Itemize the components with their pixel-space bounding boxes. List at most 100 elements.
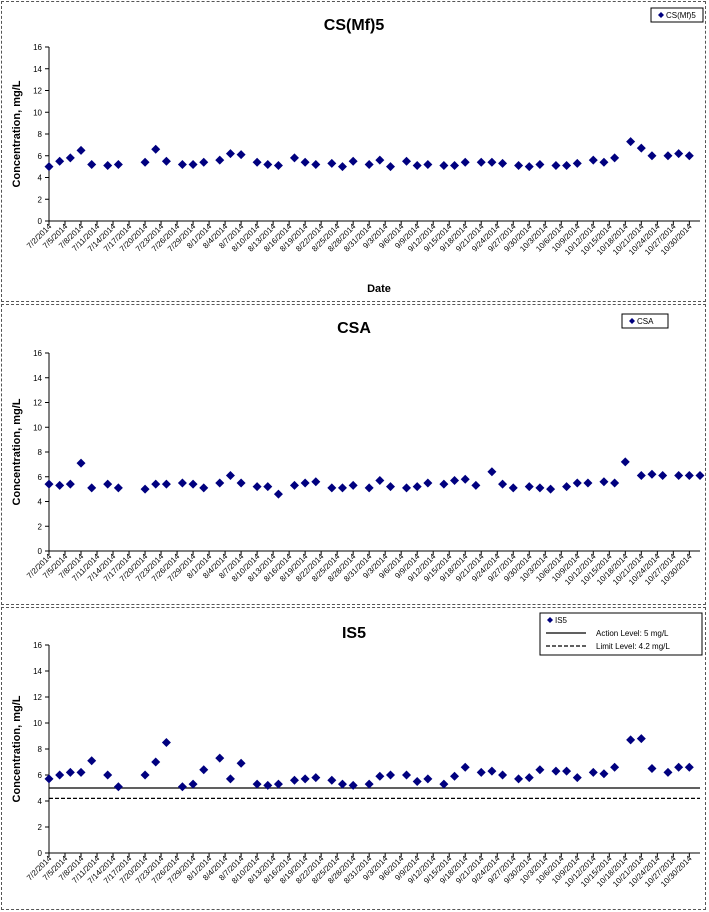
data-point — [599, 477, 609, 487]
y-tick-label: 10 — [33, 423, 42, 432]
chart-svg: IS502468101214167/2/20147/5/20147/8/2014… — [11, 612, 703, 889]
data-point — [87, 756, 97, 766]
data-point — [514, 161, 524, 171]
chart-title: CSA — [337, 320, 371, 337]
data-point — [572, 773, 582, 783]
data-point — [140, 770, 150, 780]
data-point — [215, 753, 225, 763]
y-tick-label: 0 — [38, 217, 43, 226]
data-point — [300, 478, 310, 488]
data-point — [151, 144, 161, 154]
data-point — [546, 484, 556, 494]
data-point — [423, 774, 433, 784]
chart-panel-is5: IS5 0 2 4 6 8 10 12 14 16 7/2/2014 7/5/2014 7/8/2014… — [1, 607, 706, 910]
data-point — [684, 151, 694, 161]
data-point — [524, 162, 534, 172]
data-point — [476, 157, 486, 167]
data-point — [674, 762, 684, 772]
data-point — [140, 157, 150, 167]
data-point — [263, 482, 273, 492]
data-point — [412, 777, 422, 786]
data-point — [508, 483, 518, 493]
data-point — [65, 153, 75, 163]
data-point — [55, 156, 65, 166]
data-point — [471, 480, 481, 490]
data-point — [375, 475, 385, 485]
legend-marker — [629, 318, 635, 324]
y-tick-label: 6 — [38, 771, 43, 780]
data-point — [289, 480, 299, 490]
data-point — [87, 483, 97, 493]
data-point — [263, 780, 273, 790]
data-point — [450, 771, 460, 781]
legend-marker — [547, 617, 553, 623]
data-point — [658, 471, 668, 481]
data-point — [386, 770, 396, 780]
data-point — [599, 769, 609, 779]
data-point — [87, 159, 97, 169]
data-point — [252, 157, 262, 167]
data-point — [348, 780, 358, 790]
data-point — [498, 770, 508, 780]
legend-label: CSA — [637, 317, 654, 326]
y-tick-label: 2 — [38, 823, 43, 832]
data-point — [215, 478, 225, 488]
data-point — [199, 157, 209, 167]
data-point — [423, 478, 433, 488]
data-point — [460, 474, 470, 484]
data-point — [375, 155, 385, 165]
y-tick-label: 12 — [33, 693, 42, 702]
y-tick-label: 10 — [33, 719, 42, 728]
chart-panel-cs-mf5: CS(Mf)5 0 2 4 6 8 10 12 14 16 7/2/2014 7/5/2014 7/8/… — [1, 1, 706, 302]
data-point — [113, 159, 123, 169]
y-tick-label: 14 — [33, 65, 42, 74]
data-point — [695, 471, 705, 481]
data-point — [636, 734, 646, 744]
data-point — [263, 159, 273, 169]
data-point — [140, 484, 150, 494]
y-tick-label: 8 — [38, 448, 43, 457]
data-point — [236, 150, 246, 160]
data-point — [364, 483, 374, 493]
legend-box — [650, 7, 704, 23]
data-point — [327, 158, 337, 168]
data-point — [289, 775, 299, 785]
data-point — [252, 779, 262, 789]
data-point — [65, 479, 75, 489]
data-point — [300, 774, 310, 784]
data-point — [337, 162, 347, 172]
data-point — [113, 483, 123, 493]
data-point — [55, 480, 65, 490]
data-point — [647, 764, 657, 773]
data-point — [273, 161, 283, 171]
data-point — [684, 471, 694, 481]
data-point — [476, 767, 486, 777]
y-tick-label: 16 — [33, 349, 42, 358]
data-point — [311, 159, 321, 169]
data-point — [450, 475, 460, 485]
y-tick-label: 6 — [38, 152, 43, 161]
data-point — [289, 153, 299, 163]
chart-svg: CS(Mf)502468101214167/2/20147/5/20147/8/… — [11, 7, 704, 295]
data-point — [225, 471, 235, 481]
chart-title: IS5 — [342, 625, 366, 642]
data-point — [636, 143, 646, 153]
data-point — [439, 479, 449, 489]
data-point — [337, 779, 347, 789]
data-point — [636, 471, 646, 481]
data-point — [460, 157, 470, 167]
data-point — [535, 483, 545, 493]
data-point — [151, 757, 161, 767]
data-point — [647, 151, 657, 161]
data-point — [364, 159, 374, 169]
data-point — [327, 775, 337, 785]
data-point — [562, 766, 572, 776]
data-point — [588, 155, 598, 165]
data-point — [620, 457, 630, 467]
data-point — [663, 767, 673, 777]
data-point — [588, 767, 598, 777]
y-tick-label: 0 — [38, 849, 43, 858]
data-point — [364, 779, 374, 789]
y-tick-label: 4 — [38, 498, 43, 507]
data-point — [103, 479, 113, 489]
